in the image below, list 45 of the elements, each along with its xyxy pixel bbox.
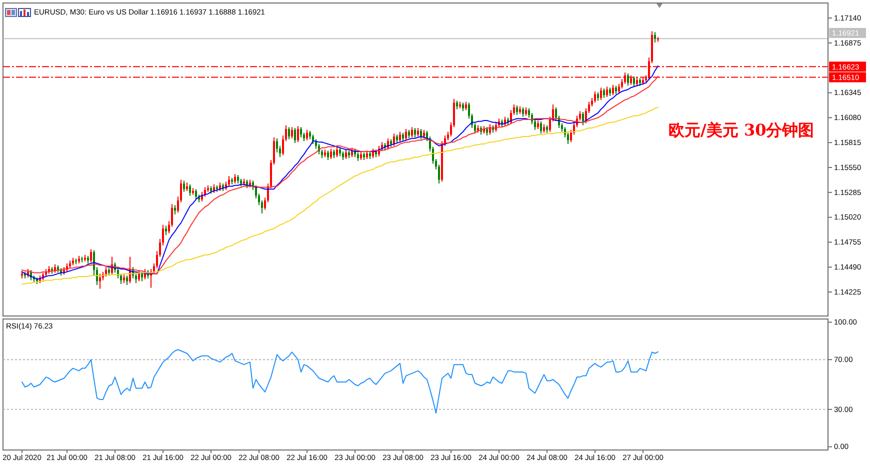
candlestick [138,269,140,282]
candlestick [405,128,407,141]
candlestick [183,180,185,192]
candlestick [594,90,596,104]
candlestick [654,32,656,43]
candlestick [300,126,302,138]
candlestick [606,86,608,98]
candlestick [414,128,416,138]
candlestick [99,273,101,290]
candlestick [387,138,389,150]
candlestick [612,84,614,96]
candlestick [411,126,413,138]
candlestick [582,112,584,126]
candlestick [291,126,293,139]
candlestick [618,83,620,94]
candlestick [288,126,290,140]
text: 欧元/美元 30分钟图 [668,120,814,140]
candlestick [540,120,542,134]
candlestick [189,184,191,196]
candlestick [345,149,347,160]
candlestick [165,225,167,236]
candlestick [633,76,635,88]
candlestick [297,126,299,143]
candlestick [393,133,395,146]
candlestick [522,106,524,118]
candlestick [234,174,236,184]
candlestick [600,87,602,100]
candlestick [399,131,401,143]
candlestick [516,104,518,116]
candlestick [603,88,605,98]
candlestick [228,175,230,187]
candlestick [90,248,92,263]
line-series [22,349,658,414]
candlestick [327,150,329,160]
candlestick [195,188,197,200]
candlestick [141,271,143,282]
candlestick [330,148,332,160]
candlestick [627,72,629,86]
candlestick [276,138,278,153]
candlestick [351,147,353,158]
candlestick [336,146,338,158]
candlestick [126,275,128,286]
candlestick [306,129,308,141]
line-series [22,106,658,285]
candlestick [294,128,296,144]
